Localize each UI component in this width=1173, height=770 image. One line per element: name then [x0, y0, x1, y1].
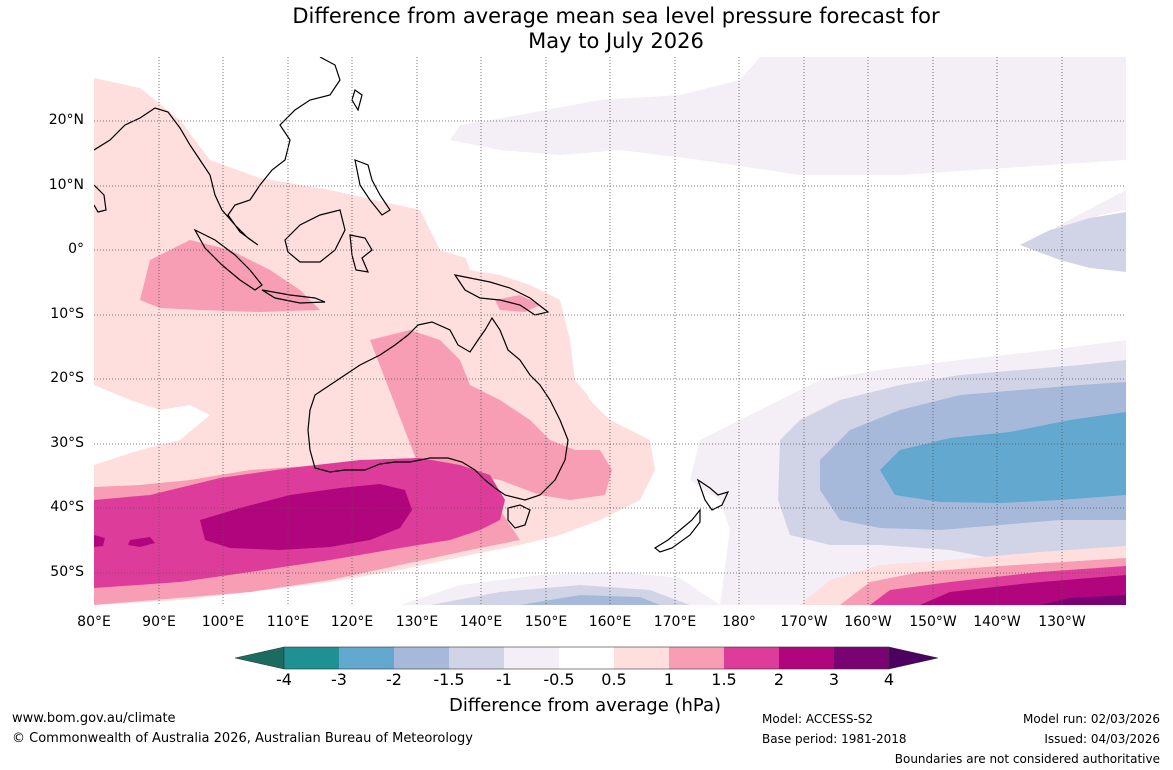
anomaly-region-pos-1-east-indian	[140, 240, 320, 312]
lon-label-100e: 100°E	[201, 614, 245, 630]
lat-label-20n: 20°N	[48, 112, 84, 128]
coast-java	[261, 289, 326, 304]
colorbar-segment-3	[394, 647, 449, 669]
lon-label-180: 180°	[722, 614, 756, 630]
lon-label-170e: 170°E	[653, 614, 697, 630]
anomaly-region-sw-neg-1.5	[520, 595, 660, 605]
lon-label-160w: 160°W	[844, 614, 892, 630]
lat-label-10s: 10°S	[50, 306, 84, 322]
colorbar-tick: -3	[331, 670, 347, 689]
lon-label-150w: 150°W	[909, 614, 957, 630]
colorbar-tick: -0.5	[543, 670, 575, 689]
colorbar-segment-7	[614, 647, 669, 669]
lon-label-130e: 130°E	[395, 614, 439, 630]
lat-label-10n: 10°N	[48, 177, 84, 193]
colorbar-segment-8	[669, 647, 724, 669]
footer-model: Model: ACCESS-S2	[762, 712, 874, 726]
footer-base-period: Base period: 1981-2018	[762, 732, 907, 746]
pressure-anomaly-field	[94, 57, 1126, 605]
lon-label-80e: 80°E	[77, 614, 111, 630]
coast-asia-mainland	[94, 57, 341, 246]
anomaly-region-pos-1-coral	[495, 295, 540, 312]
lat-label-50s: 50°S	[50, 564, 84, 580]
lon-label-140w: 140°W	[973, 614, 1021, 630]
map-title: Difference from average mean sea level p…	[0, 4, 1173, 54]
coast-new-guinea	[453, 274, 550, 316]
lat-label-20s: 20°S	[50, 370, 84, 386]
lon-label-130w: 130°W	[1038, 614, 1086, 630]
lon-label-140e: 140°E	[459, 614, 503, 630]
lon-label-160e: 160°E	[588, 614, 632, 630]
coast-borneo	[284, 209, 346, 263]
lat-label-40s: 40°S	[50, 499, 84, 515]
colorbar-tick: 2	[773, 670, 785, 689]
colorbar-tick: -1	[496, 670, 512, 689]
colorbar-tick: 1	[663, 670, 675, 689]
colorbar-label: Difference from average (hPa)	[448, 695, 722, 716]
footer-copyright: © Commonwealth of Australia 2026, Austra…	[12, 731, 473, 746]
colorbar-tick: 0.5	[601, 670, 627, 689]
colorbar-tick: 4	[883, 670, 895, 689]
anomaly-region-pos-2-small-a	[94, 535, 105, 547]
colorbar-extend-high	[888, 646, 939, 670]
colorbar-extend-low	[234, 646, 285, 670]
coast-new-zealand-north	[696, 478, 730, 511]
lon-label-170w: 170°W	[780, 614, 828, 630]
map-title-line2: May to July 2026	[528, 29, 704, 53]
lon-label-120e: 120°E	[330, 614, 374, 630]
coast-sulawesi	[349, 234, 373, 273]
gridlines	[94, 57, 1126, 605]
colorbar-tick: 3	[828, 670, 840, 689]
colorbar-segment-1	[284, 647, 339, 669]
anomaly-region-south-pac-pos-2	[920, 575, 1126, 605]
lat-label-0: 0°	[68, 241, 84, 257]
coast-australia	[307, 316, 569, 501]
colorbar	[234, 646, 939, 670]
lon-label-150e: 150°E	[524, 614, 568, 630]
anomaly-region-neg-2	[880, 412, 1126, 503]
coast-india-tip	[94, 184, 107, 213]
footer-boundaries-note: Boundaries are not considered authoritat…	[894, 752, 1160, 766]
colorbar-tick: -4	[276, 670, 292, 689]
colorbar-segment-5	[504, 647, 559, 669]
colorbar-segment-11	[834, 647, 889, 669]
colorbar-segment-4	[449, 647, 504, 669]
anomaly-region-pos-2	[200, 484, 412, 550]
colorbar-segment-9	[724, 647, 779, 669]
map-title-line1: Difference from average mean sea level p…	[292, 4, 940, 28]
footer-model-run: Model run: 02/03/2026	[1022, 712, 1160, 726]
coast-philippines	[354, 159, 391, 216]
anomaly-region-pos-2-small-b	[128, 537, 155, 547]
lon-label-90e: 90°E	[142, 614, 176, 630]
coast-new-zealand-south	[653, 508, 701, 553]
footer-website: www.bom.gov.au/climate	[12, 711, 176, 726]
colorbar-tick: -1.5	[433, 670, 465, 689]
lon-label-110e: 110°E	[266, 614, 310, 630]
colorbar-segment-10	[779, 647, 834, 669]
footer-issued: Issued: 04/03/2026	[1044, 732, 1160, 746]
coast-sumatra	[193, 228, 263, 291]
coast-tasmania	[507, 504, 531, 529]
anomaly-region-south-pac-pos-3	[1040, 595, 1126, 605]
anomaly-region-neutral-west	[94, 385, 210, 465]
coast-taiwan	[351, 89, 363, 112]
colorbar-tick: 1.5	[711, 670, 737, 689]
anomaly-region-neg-1-equatorial	[1020, 212, 1126, 272]
colorbar-segment-6	[559, 647, 614, 669]
coastlines	[94, 57, 730, 553]
colorbar-tick: -2	[386, 670, 402, 689]
lat-label-30s: 30°S	[50, 435, 84, 451]
colorbar-segment-2	[339, 647, 394, 669]
anomaly-region-neutral-central	[440, 170, 1126, 440]
